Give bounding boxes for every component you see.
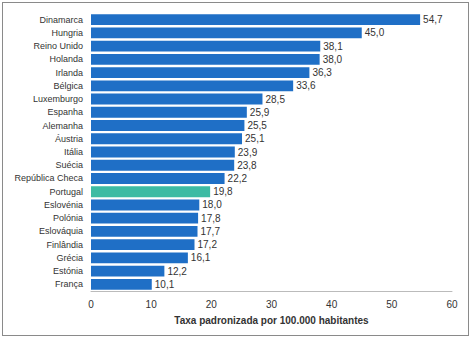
svg-text:Eslovénia: Eslovénia <box>44 200 83 210</box>
svg-text:30: 30 <box>266 299 278 310</box>
svg-text:22,2: 22,2 <box>228 173 248 184</box>
svg-text:23,9: 23,9 <box>238 147 258 158</box>
svg-text:Suécia: Suécia <box>55 160 83 170</box>
svg-text:10,1: 10,1 <box>155 279 175 290</box>
svg-text:Dinamarca: Dinamarca <box>39 15 83 25</box>
svg-text:Hungria: Hungria <box>51 28 83 38</box>
svg-text:12,2: 12,2 <box>167 266 187 277</box>
svg-text:França: França <box>55 279 83 289</box>
svg-text:40: 40 <box>326 299 338 310</box>
svg-text:25,1: 25,1 <box>245 133 265 144</box>
svg-text:28,5: 28,5 <box>265 94 285 105</box>
svg-text:38,1: 38,1 <box>323 41 343 52</box>
svg-text:25,5: 25,5 <box>247 120 267 131</box>
svg-text:0: 0 <box>88 299 94 310</box>
svg-text:60: 60 <box>446 299 458 310</box>
svg-text:Grécia: Grécia <box>56 253 83 263</box>
svg-text:Polónia: Polónia <box>53 213 83 223</box>
svg-text:17,7: 17,7 <box>200 226 220 237</box>
svg-text:Holanda: Holanda <box>49 54 83 64</box>
svg-text:17,2: 17,2 <box>197 239 217 250</box>
svg-text:República Checa: República Checa <box>14 173 83 183</box>
svg-text:Eslováquia: Eslováquia <box>39 226 83 236</box>
svg-text:Bélgica: Bélgica <box>53 81 83 91</box>
svg-text:16,1: 16,1 <box>191 252 211 263</box>
svg-text:54,7: 54,7 <box>423 14 443 25</box>
svg-text:20: 20 <box>206 299 218 310</box>
svg-text:Áustria: Áustria <box>55 134 83 144</box>
svg-text:Finlândia: Finlândia <box>46 240 83 250</box>
svg-text:Estónia: Estónia <box>53 266 83 276</box>
svg-text:17,8: 17,8 <box>201 213 221 224</box>
svg-text:50: 50 <box>386 299 398 310</box>
svg-text:Itália: Itália <box>64 147 83 157</box>
svg-text:Alemanha: Alemanha <box>42 121 83 131</box>
svg-text:Portugal: Portugal <box>49 187 83 197</box>
svg-text:23,8: 23,8 <box>237 160 257 171</box>
svg-text:Reino Unido: Reino Unido <box>33 41 83 51</box>
svg-text:36,3: 36,3 <box>312 67 332 78</box>
svg-text:Espanha: Espanha <box>47 107 83 117</box>
svg-text:38,0: 38,0 <box>323 54 343 65</box>
svg-text:18,0: 18,0 <box>202 199 222 210</box>
svg-text:10: 10 <box>146 299 158 310</box>
svg-text:Irlanda: Irlanda <box>55 68 83 78</box>
svg-text:Taxa padronizada por 100.000 h: Taxa padronizada por 100.000 habitantes <box>174 315 369 326</box>
svg-text:33,6: 33,6 <box>296 80 316 91</box>
svg-text:25,9: 25,9 <box>250 107 270 118</box>
svg-text:45,0: 45,0 <box>365 27 385 38</box>
svg-text:Luxemburgo: Luxemburgo <box>33 94 83 104</box>
svg-text:19,8: 19,8 <box>213 186 233 197</box>
